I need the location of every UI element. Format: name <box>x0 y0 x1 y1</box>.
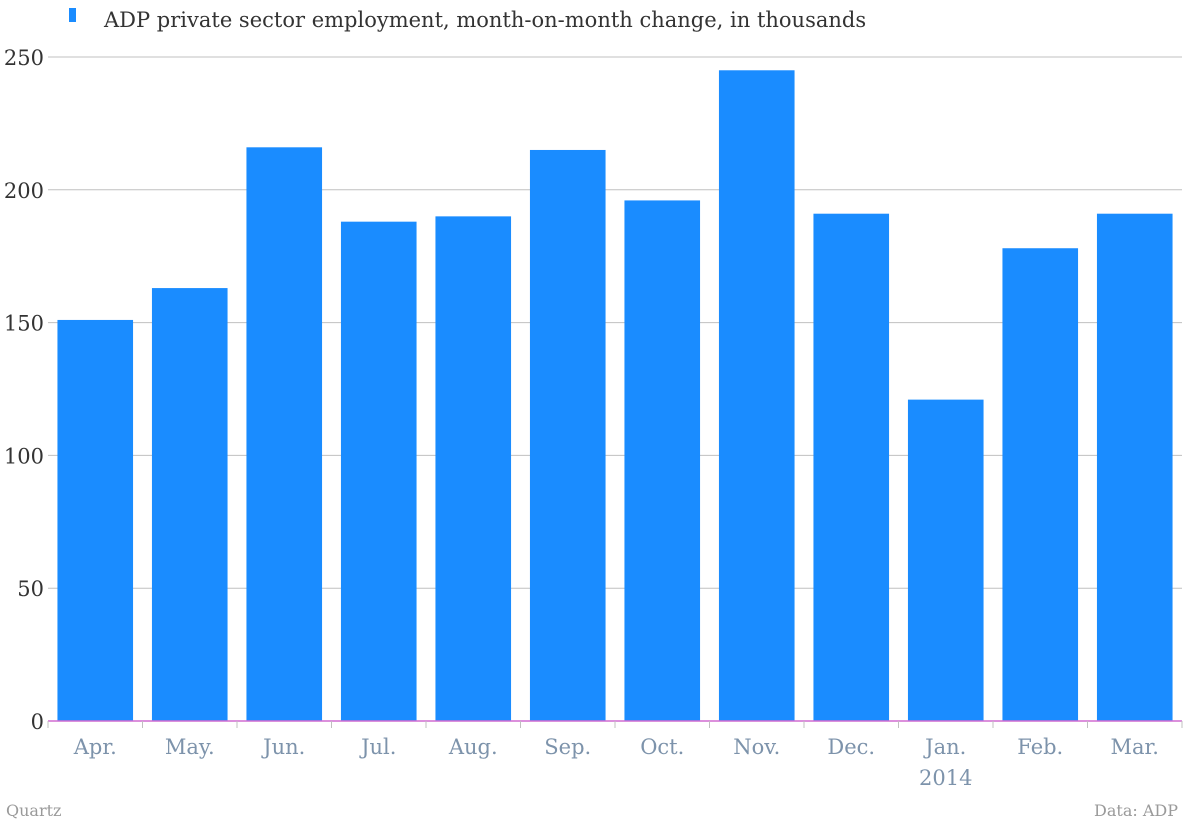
x-tick-label: Nov. <box>733 735 780 759</box>
bar-dec <box>813 213 890 722</box>
bar-aug <box>435 216 512 722</box>
y-tick-label: 0 <box>31 710 44 734</box>
source-credit: Quartz <box>6 801 61 820</box>
x-tick-label: Dec. <box>827 735 875 759</box>
x-tick-label: May. <box>165 735 215 759</box>
y-tick-label: 200 <box>4 179 44 203</box>
x-tick-label: Jan. <box>923 735 966 759</box>
x-tick-label: Mar. <box>1111 735 1159 759</box>
bar-apr <box>57 319 134 721</box>
legend-swatch <box>69 8 76 22</box>
bar-oct <box>624 200 701 721</box>
bar-feb <box>1002 248 1079 721</box>
y-tick-label: 150 <box>4 312 44 336</box>
x-tick-label: Jun. <box>261 735 305 759</box>
gridlines <box>48 56 1182 589</box>
bar-mar <box>1096 213 1173 722</box>
y-tick-label: 50 <box>17 577 44 601</box>
x-tick-label: Feb. <box>1017 735 1063 759</box>
x-tick-label: Apr. <box>73 735 117 759</box>
y-tick-label: 100 <box>4 444 44 468</box>
bars <box>57 70 1173 722</box>
y-tick-label: 250 <box>4 46 44 70</box>
bar-jul <box>340 221 417 721</box>
x-tick-label: Sep. <box>544 735 591 759</box>
y-axis: 0 50 100 150 200 250 <box>4 46 44 734</box>
legend-label: ADP private sector employment, month-on-… <box>103 8 866 32</box>
bar-sep <box>529 149 606 721</box>
bar-jan <box>907 399 984 721</box>
x-tick-label: Oct. <box>640 735 684 759</box>
x-axis-baseline <box>47 720 1183 728</box>
x-tick-label: Jul. <box>359 735 396 759</box>
bar-nov <box>718 70 795 721</box>
x-tick-label: Aug. <box>448 735 498 759</box>
x-axis: Apr. May. Jun. Jul. Aug. Sep. Oct. Nov. Dec. Jan.… <box>73 735 1159 790</box>
x-tick-sublabel: 2014 <box>919 766 972 790</box>
data-source: Data: ADP <box>1094 801 1178 820</box>
bar-may <box>151 288 228 721</box>
bar-jun <box>246 147 323 721</box>
